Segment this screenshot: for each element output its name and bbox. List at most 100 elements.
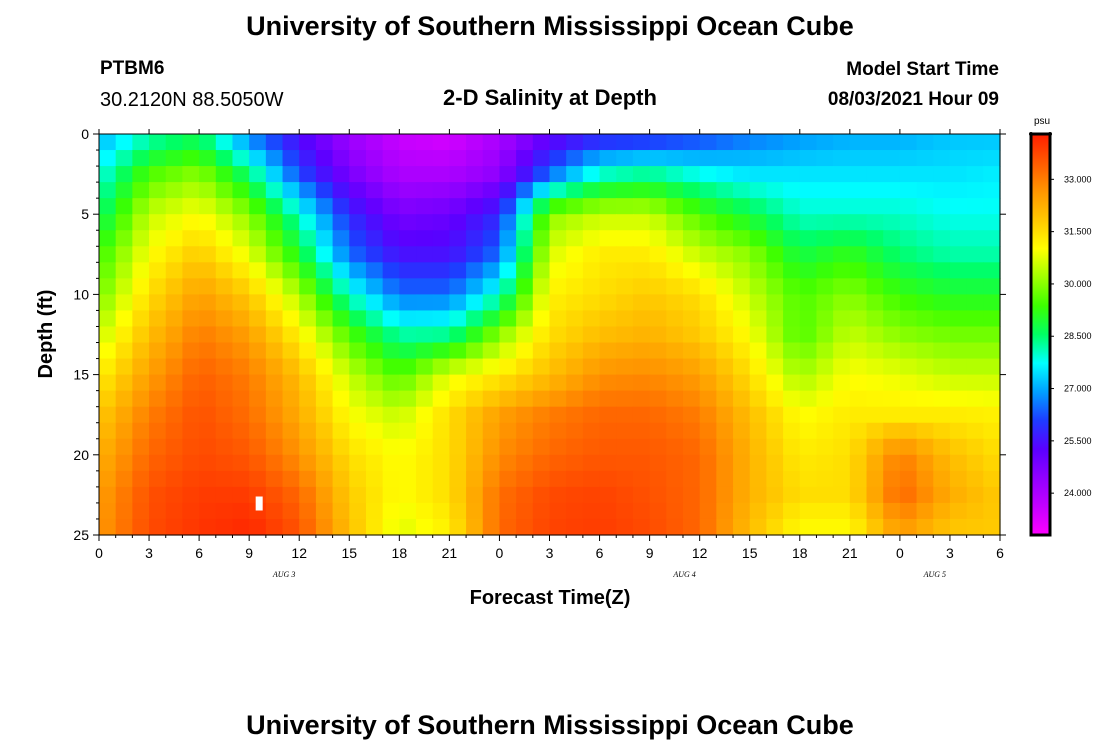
heatmap-cell xyxy=(733,198,751,215)
heatmap-cell xyxy=(215,422,234,440)
heatmap-cell xyxy=(449,390,467,408)
heatmap-cell xyxy=(699,470,717,488)
heatmap-cell xyxy=(132,246,150,263)
heatmap-cell xyxy=(599,262,617,279)
heatmap-cell xyxy=(516,454,534,472)
heatmap-cell xyxy=(315,422,334,440)
heatmap-cell xyxy=(682,390,701,408)
heatmap-cell xyxy=(949,422,968,440)
heatmap-cell xyxy=(849,486,868,504)
heatmap-cell xyxy=(99,486,117,504)
heatmap-cell xyxy=(749,230,768,247)
x-tick-label: 3 xyxy=(145,545,153,561)
heatmap-cell xyxy=(232,454,250,472)
heatmap-cell xyxy=(783,246,801,263)
heatmap-cell xyxy=(315,358,334,376)
colorbar-gradient xyxy=(1029,132,1052,537)
heatmap-cell xyxy=(599,214,617,231)
heatmap-cell xyxy=(532,502,551,520)
heatmap-cell xyxy=(983,310,1001,328)
heatmap-cell xyxy=(716,438,734,456)
heatmap-cell xyxy=(115,454,133,472)
heatmap-cell xyxy=(282,246,300,263)
heatmap-cell xyxy=(666,166,684,183)
heatmap-cell xyxy=(632,326,651,344)
heatmap-cell xyxy=(199,358,217,376)
heatmap-cell xyxy=(582,502,601,520)
heatmap-cell xyxy=(499,246,517,263)
heatmap-cell xyxy=(516,358,534,376)
heatmap-cell xyxy=(265,454,284,472)
heatmap-cell xyxy=(165,406,184,424)
heatmap-cell xyxy=(883,310,901,328)
heatmap-cell xyxy=(132,422,150,440)
heatmap-cell xyxy=(933,326,951,344)
heatmap-cell xyxy=(182,390,200,408)
heatmap-cell xyxy=(215,198,234,215)
x-tick-label: 21 xyxy=(842,545,858,561)
heatmap-cell xyxy=(382,342,400,360)
station-coordinates: 30.2120N 88.5050W xyxy=(100,89,284,111)
heatmap-cell xyxy=(482,438,501,456)
heatmap-cell xyxy=(199,518,217,536)
heatmap-cell xyxy=(132,470,150,488)
heatmap-cell xyxy=(833,294,851,312)
heatmap-cell xyxy=(249,374,267,392)
heatmap-cell xyxy=(432,262,450,279)
heatmap-cell xyxy=(849,326,868,344)
colorbar-tick-label: 27.000 xyxy=(1064,384,1092,394)
heatmap-cell xyxy=(666,246,684,263)
heatmap-cell xyxy=(265,182,284,199)
heatmap-cell xyxy=(833,262,851,279)
heatmap-cell xyxy=(399,518,417,536)
heatmap-cell xyxy=(265,358,284,376)
heatmap-cell xyxy=(549,390,567,408)
heatmap-cell xyxy=(482,406,501,424)
heatmap-cell xyxy=(482,454,501,472)
heatmap-cell xyxy=(766,278,784,295)
heatmap-cell xyxy=(616,454,634,472)
heatmap-cell xyxy=(149,278,167,295)
heatmap-cell xyxy=(616,390,634,408)
heatmap-cell xyxy=(883,214,901,231)
heatmap-cell xyxy=(916,374,934,392)
heatmap-cell xyxy=(899,358,918,376)
x-tick-label: 3 xyxy=(546,545,554,561)
heatmap-cell xyxy=(983,294,1001,312)
heatmap-cell xyxy=(532,518,551,536)
heatmap-cell xyxy=(182,246,200,263)
heatmap-cell xyxy=(466,166,484,183)
heatmap-cell xyxy=(299,374,317,392)
heatmap-cell xyxy=(532,438,551,456)
heatmap-cell xyxy=(749,262,768,279)
heatmap-cell xyxy=(549,374,567,392)
heatmap-cell xyxy=(966,214,984,231)
heatmap-cell xyxy=(966,486,984,504)
heatmap-cell xyxy=(949,310,968,328)
heatmap-cell xyxy=(349,166,367,183)
heatmap-cell xyxy=(449,342,467,360)
heatmap-cell xyxy=(566,470,584,488)
heatmap-cell xyxy=(632,182,651,199)
heatmap-cell xyxy=(449,182,467,199)
heatmap-cell xyxy=(349,454,367,472)
heatmap-cell xyxy=(566,150,584,167)
heatmap-cell xyxy=(382,454,400,472)
heatmap-cell xyxy=(482,230,501,247)
heatmap-cell xyxy=(799,486,818,504)
heatmap-cell xyxy=(682,374,701,392)
heatmap-cell xyxy=(849,342,868,360)
heatmap-cell xyxy=(983,406,1001,424)
heatmap-cell xyxy=(949,454,968,472)
heatmap-cell xyxy=(265,390,284,408)
heatmap-cell xyxy=(566,182,584,199)
heatmap-cell xyxy=(833,246,851,263)
heatmap-cell xyxy=(282,310,300,328)
heatmap-cell xyxy=(582,518,601,536)
heatmap-cell xyxy=(99,342,117,360)
heatmap-cell xyxy=(933,182,951,199)
heatmap-cell xyxy=(315,134,334,151)
heatmap-cell xyxy=(215,502,234,520)
heatmap-cell xyxy=(249,294,267,312)
heatmap-cell xyxy=(699,150,717,167)
